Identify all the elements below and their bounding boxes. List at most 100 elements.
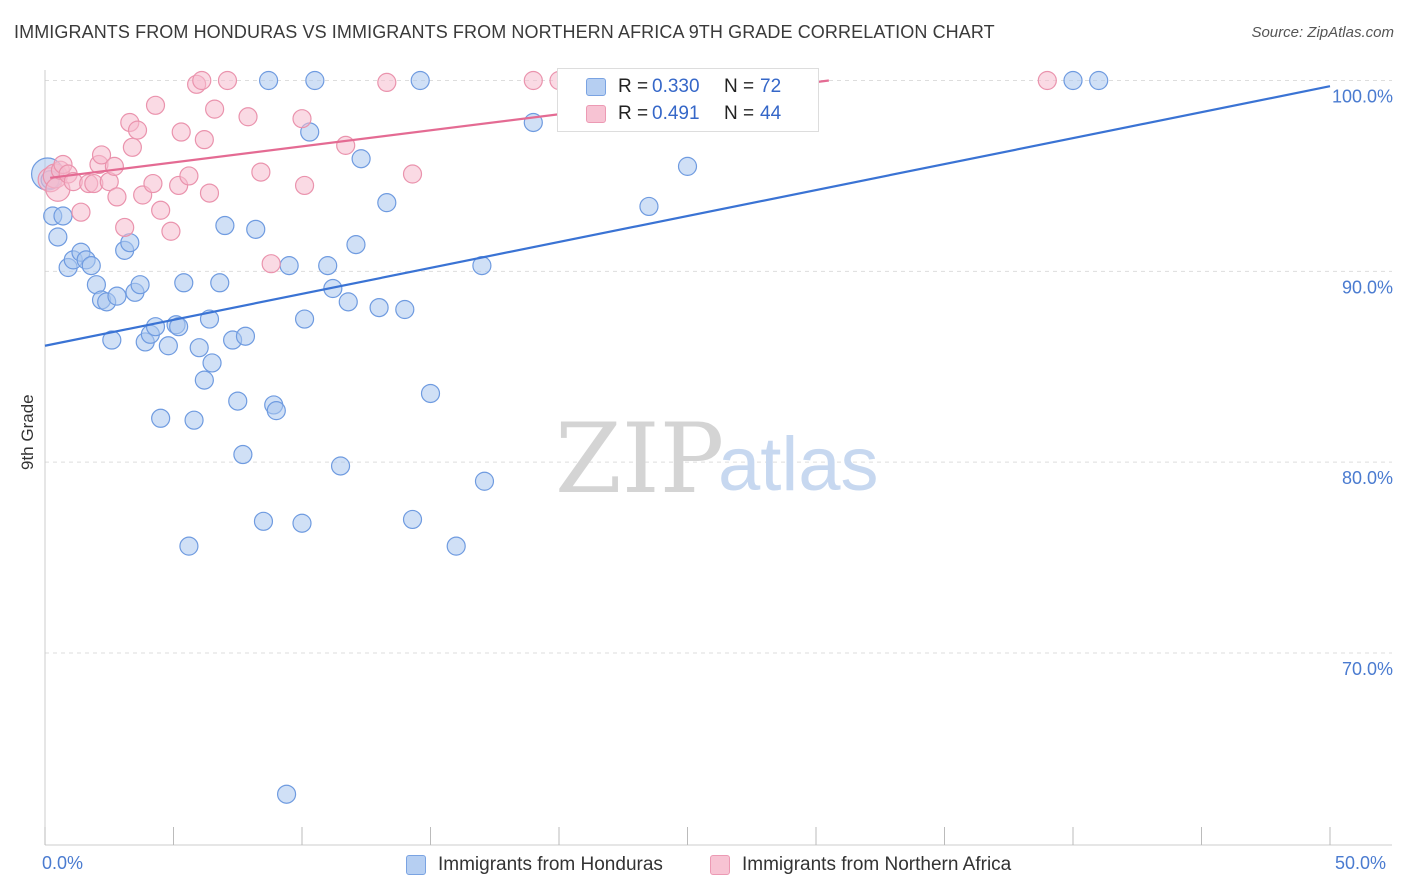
legend-r-label: R = [618,103,649,124]
honduras-point [215,215,235,236]
legend-label-honduras: Immigrants from Honduras [438,854,663,875]
honduras-point [377,193,397,213]
northern-africa-point [377,72,397,93]
northern-africa-point [91,145,112,165]
y-tick-labels: 100.0% 90.0% 80.0% 70.0% [1332,87,1393,680]
honduras-point [266,401,286,421]
northern-africa-point [151,200,171,220]
correlation-legend: R = 0.330 N = 72 R = 0.491 N = 44 [557,68,819,132]
legend-n-value: 44 [760,103,782,124]
honduras-point [402,509,423,530]
legend-n-label: N = [724,76,755,97]
honduras-point [174,273,194,293]
northern-africa-point [161,221,181,241]
honduras-point [346,235,366,255]
northern-africa-point [205,99,225,119]
legend-r-label: R = [618,76,649,97]
northern-africa-point [261,254,281,274]
honduras-point [246,219,266,239]
honduras-point [179,536,199,556]
honduras-point [639,196,659,217]
source-label: Source: ZipAtlas.com [1251,24,1394,41]
northern-africa-point [523,70,543,91]
honduras-point [258,70,279,91]
northern-africa-point [171,122,191,142]
legend-row-honduras: R = 0.330 N = 72 [586,75,781,99]
honduras-point [145,317,166,337]
honduras-point [279,256,299,276]
northern-africa-point [294,175,315,196]
honduras-point [338,292,358,312]
honduras-point [210,273,230,293]
northern-africa-point [292,109,312,129]
northern-africa-point [115,217,135,238]
honduras-point [410,70,430,91]
y-tick-label: 70.0% [1342,659,1393,679]
honduras-point [53,206,73,226]
watermark-zip: ZIP [555,403,724,515]
honduras-point [194,370,214,390]
legend-swatch-blue [586,78,606,96]
northern-africa-point [238,107,258,127]
honduras-point [294,309,315,329]
legend-n-value: 72 [760,76,782,97]
honduras-point [228,391,248,411]
legend-r-value: 0.491 [652,103,700,124]
series-honduras-points [30,70,1109,804]
honduras-point [474,471,495,491]
watermark-atlas: atlas [718,422,879,507]
honduras-point [107,286,127,306]
legend-item-northern-africa: Immigrants from Northern Africa [710,852,1011,878]
honduras-point [677,156,698,176]
northern-africa-point [402,164,423,184]
y-tick-label: 80.0% [1342,468,1393,488]
x-tick-min: 0.0% [42,853,84,873]
honduras-point [235,326,256,346]
legend-swatch-pink [710,855,730,875]
northern-africa-point [122,137,142,157]
honduras-point [81,256,101,276]
legend-n-label: N = [724,103,755,124]
northern-africa-point [127,120,148,140]
honduras-point [369,297,389,318]
honduras-point [253,511,274,531]
honduras-trend-line [44,85,1331,347]
legend-row-northern-africa: R = 0.491 N = 44 [586,102,781,126]
northern-africa-point [251,162,271,182]
honduras-point [184,410,204,430]
northern-africa-point [145,95,166,115]
northern-africa-point [71,202,91,222]
northern-africa-point [179,166,199,186]
northern-africa-point [1037,70,1057,91]
honduras-point [48,227,68,247]
honduras-point [395,299,415,320]
northern-africa-point [107,187,127,207]
axes [44,70,1392,846]
honduras-point [330,456,351,476]
x-tick-max: 50.0% [1335,853,1387,873]
legend-swatch-blue [406,855,426,875]
chart-title: IMMIGRANTS FROM HONDURAS VS IMMIGRANTS F… [14,22,995,42]
legend-swatch-pink [586,105,606,123]
honduras-point [276,784,297,804]
honduras-point [102,330,122,350]
legend-item-honduras: Immigrants from Honduras [406,852,663,878]
y-tick-label: 90.0% [1342,277,1393,297]
series-northern-africa-points [37,70,1057,274]
honduras-point [1089,70,1109,91]
honduras-point [158,336,178,356]
honduras-point [318,256,338,276]
honduras-point [292,513,312,533]
northern-africa-point [192,70,212,91]
honduras-point [233,444,253,465]
northern-africa-point [143,173,163,194]
northern-africa-point [104,156,124,176]
honduras-point [420,383,441,404]
northern-africa-point [217,70,238,91]
watermark: ZIP atlas [555,403,879,515]
northern-africa-point [194,130,214,150]
honduras-point [446,536,466,556]
honduras-point [202,353,222,373]
y-tick-label: 100.0% [1332,87,1393,107]
